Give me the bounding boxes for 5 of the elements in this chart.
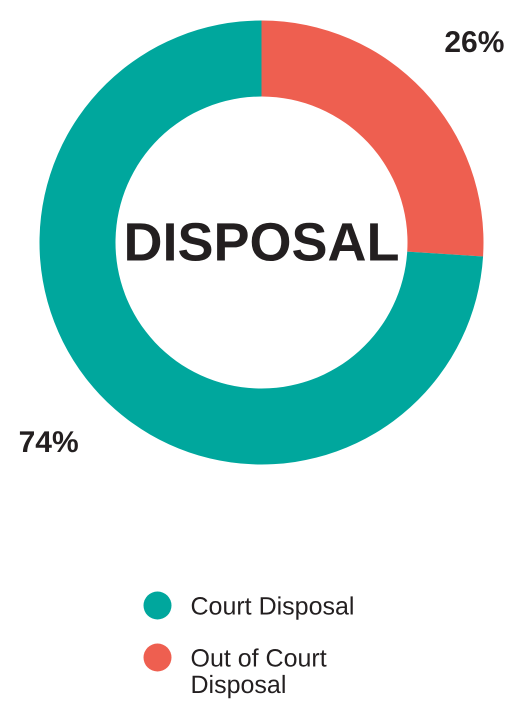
text: DISPOSAL [123, 212, 400, 272]
data-label: 26% [444, 26, 504, 60]
legend-label: Out of Court Disposal [190, 644, 327, 700]
data-label: 74% [18, 426, 79, 459]
legend-label: Court Disposal [190, 592, 354, 620]
